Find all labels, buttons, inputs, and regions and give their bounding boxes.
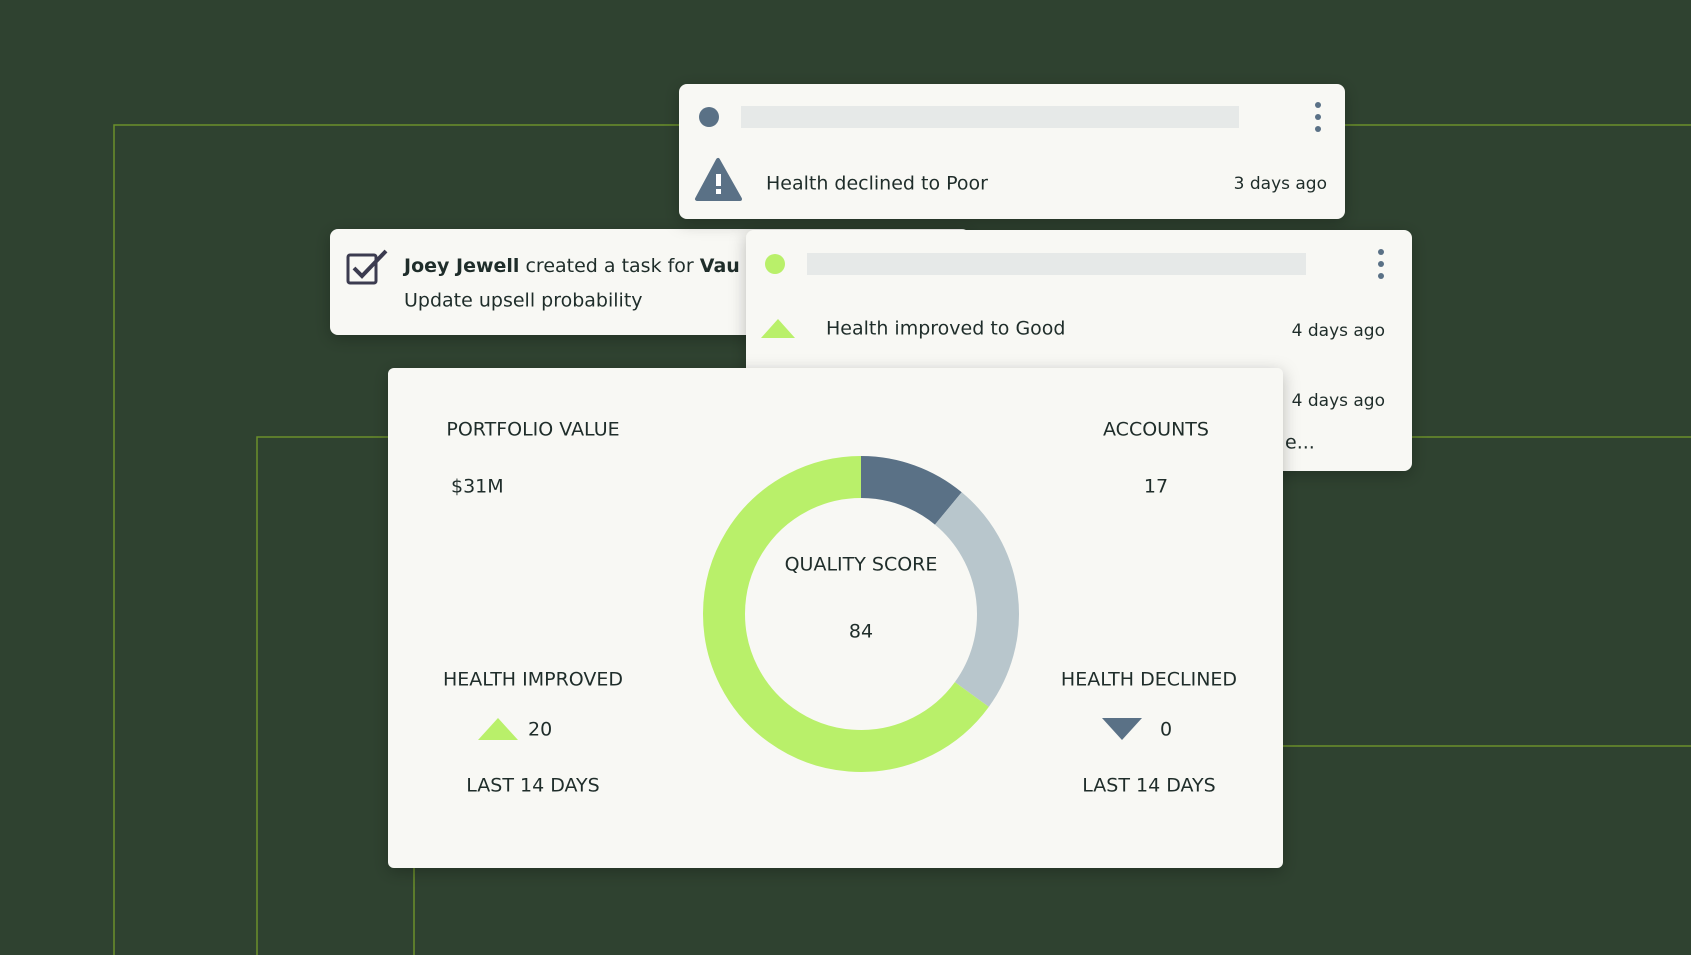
task-text: Joey Jewell created a task for Vau xyxy=(402,255,740,277)
label: LAST 14 DAYS xyxy=(466,775,599,797)
value: $31M xyxy=(451,476,504,498)
alert-message: Health declined to Poor xyxy=(766,173,988,195)
down-icon xyxy=(1102,718,1142,740)
alert-card: Health declined to Poor 3 days ago xyxy=(679,84,1345,219)
value: 20 xyxy=(528,719,552,741)
task-icon xyxy=(346,249,388,285)
target: Vau xyxy=(700,255,740,277)
alert-time: 4 days ago xyxy=(1292,391,1385,411)
up-icon xyxy=(761,319,795,338)
alert-time: 4 days ago xyxy=(1292,321,1385,341)
alert-message: Health improved to Good xyxy=(826,318,1065,340)
label: ACCOUNTS xyxy=(1103,419,1209,441)
summary-card: PORTFOLIO VALUE $31M ACCOUNTS 17 QUALITY… xyxy=(388,368,1283,868)
up-icon xyxy=(478,718,518,740)
label: QUALITY SCORE xyxy=(785,554,938,576)
ring-segment xyxy=(934,492,1019,707)
quality-ring xyxy=(703,456,1019,772)
value: 0 xyxy=(1160,719,1172,741)
label: HEALTH IMPROVED xyxy=(443,669,623,691)
kebab-menu[interactable] xyxy=(1378,249,1384,279)
ring-segment xyxy=(860,456,962,526)
label: PORTFOLIO VALUE xyxy=(446,419,619,441)
label: LAST 14 DAYS xyxy=(1082,775,1215,797)
task-detail: Update upsell probability xyxy=(404,290,643,312)
kebab-menu[interactable] xyxy=(1315,102,1321,132)
label: HEALTH DECLINED xyxy=(1061,669,1237,691)
alert-time: 3 days ago xyxy=(1234,174,1327,194)
value: 17 xyxy=(1144,476,1168,498)
ring-segment xyxy=(703,456,989,772)
quality-score: 84 xyxy=(849,621,873,643)
action: created a task for xyxy=(525,255,693,277)
alert-message: e... xyxy=(1285,432,1315,454)
actor: Joey Jewell xyxy=(402,255,519,277)
